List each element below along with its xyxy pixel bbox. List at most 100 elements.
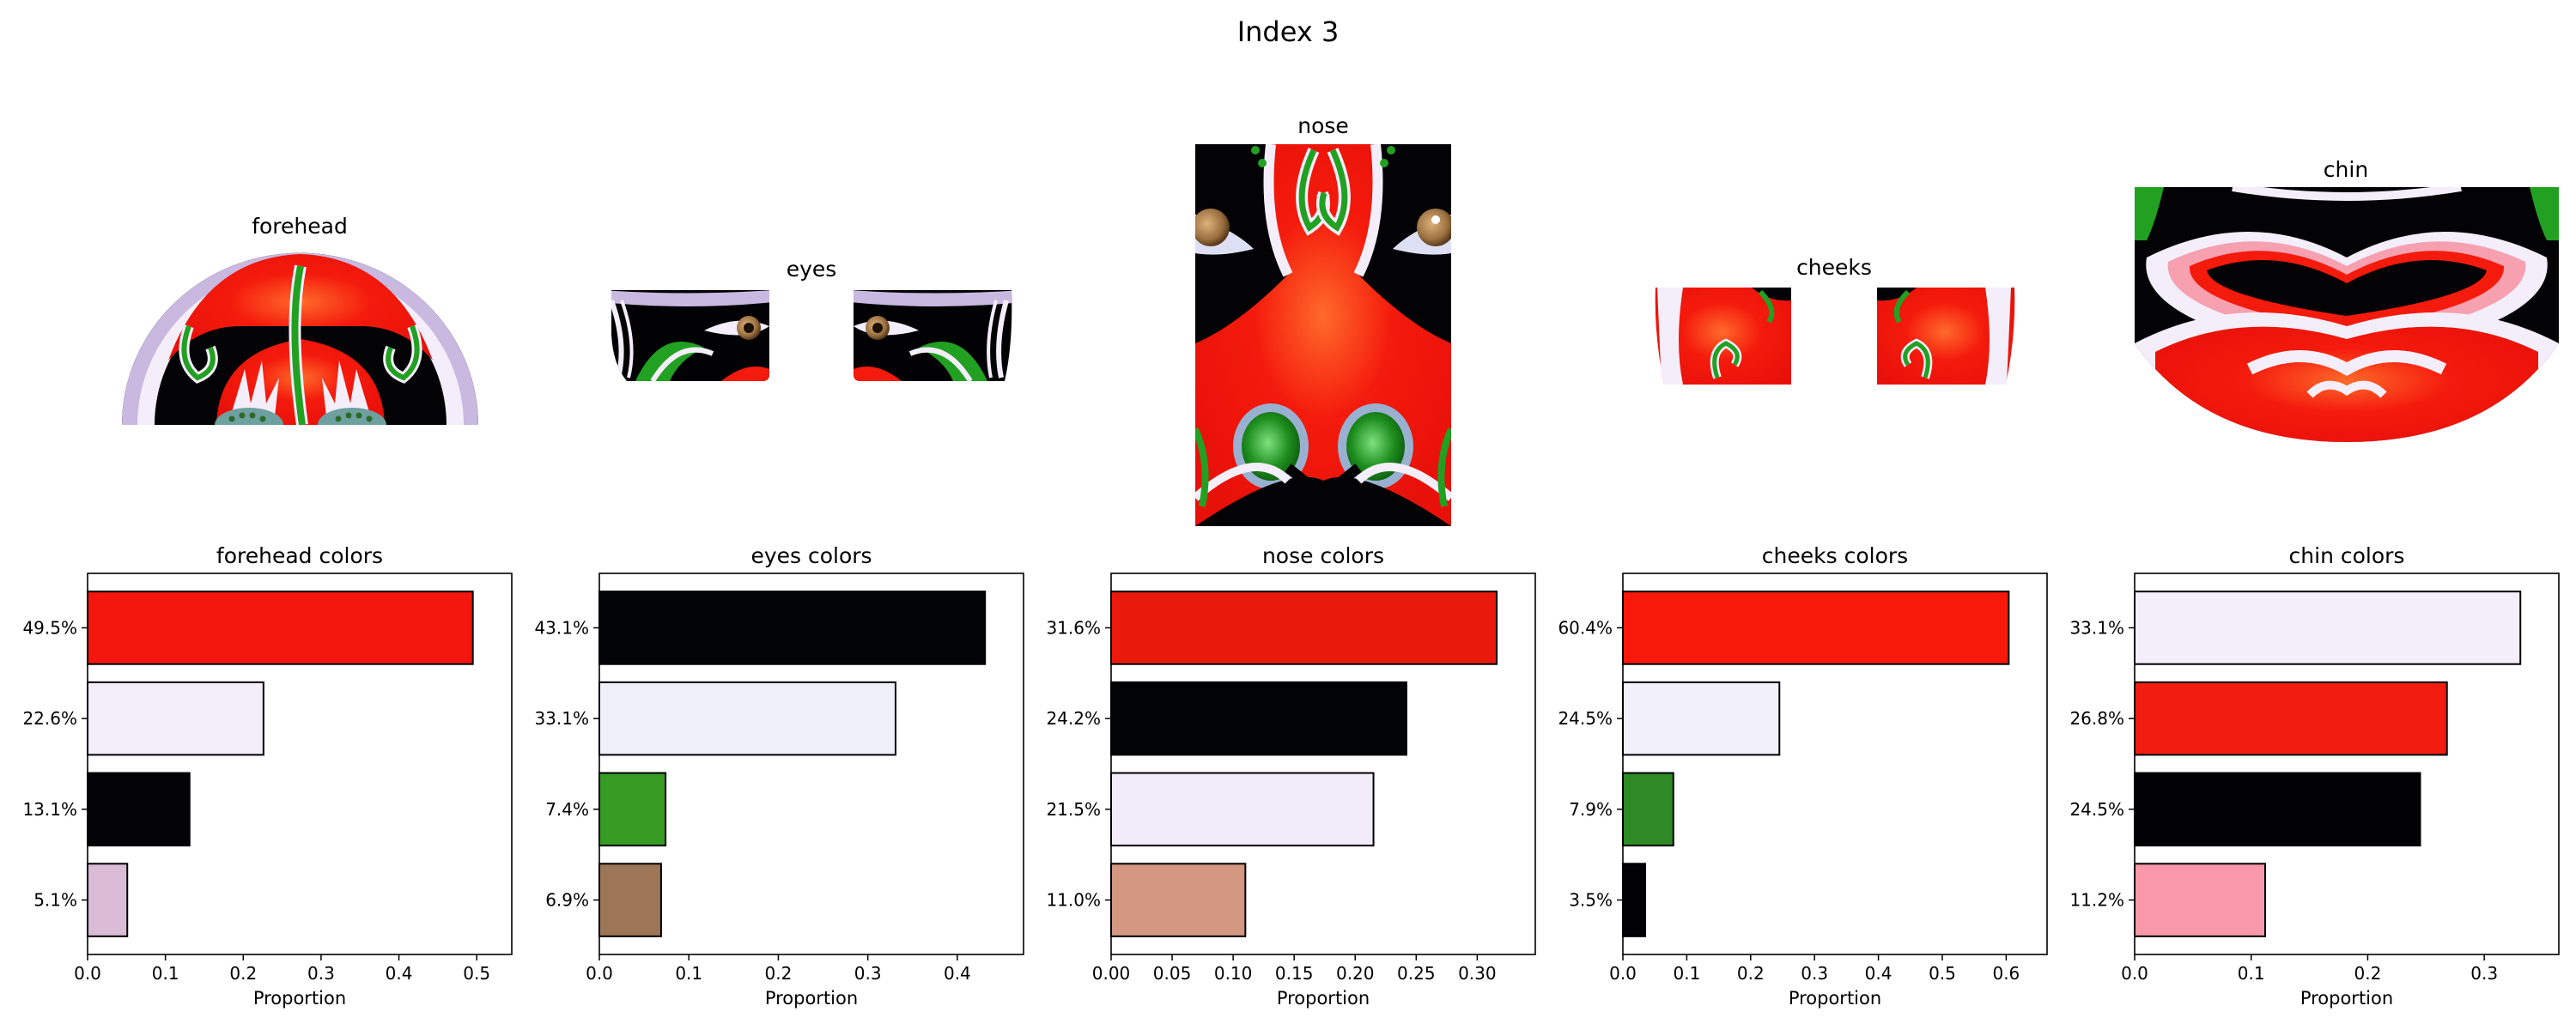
x-tick-label: 0.1 — [152, 963, 179, 984]
y-tick-label: 24.2% — [1046, 708, 1101, 729]
y-tick-label: 11.2% — [2069, 890, 2124, 911]
bar — [598, 681, 896, 756]
x-tick-label: 0.3 — [1801, 963, 1828, 984]
bar — [1622, 681, 1781, 756]
x-tick-label: 0.3 — [854, 963, 882, 984]
x-tick-label: 0.6 — [1992, 963, 2020, 984]
x-tick-label: 0.5 — [463, 963, 490, 984]
x-tick-label: 0.05 — [1153, 963, 1192, 984]
y-tick-label: 31.6% — [1046, 617, 1101, 638]
x-tick-label: 0.2 — [1737, 963, 1765, 984]
x-tick-label: 0.00 — [1092, 963, 1131, 984]
eyes-image-left — [611, 290, 769, 381]
forehead-image — [122, 252, 478, 425]
y-tick-label: 7.9% — [1569, 799, 1613, 820]
bar — [2134, 681, 2448, 756]
x-axis-label: Proportion — [253, 988, 346, 1009]
bar — [1110, 772, 1375, 847]
x-tick-label: 0.1 — [1673, 963, 1700, 984]
axes-frame — [1622, 573, 2048, 955]
y-tick-label: 43.1% — [534, 617, 589, 638]
cheeks-image-right — [1877, 288, 2015, 385]
x-tick-label: 0.3 — [307, 963, 335, 984]
bar-chart-2: 31.6% 24.2% 21.5% 11.0% 0.00 0.05 0.10 0.15 0.20… — [1046, 543, 1536, 1009]
x-axis-label: Proportion — [1789, 988, 1881, 1009]
x-tick-label: 0.2 — [229, 963, 257, 984]
region-title-eyes: eyes — [787, 257, 837, 282]
y-tick-label: 49.5% — [22, 617, 77, 638]
bar-chart-4: 33.1% 26.8% 24.5% 11.2% 0.0 0.1 0.2 0.3 chin col… — [2069, 543, 2560, 1009]
region-title-chin: chin — [2324, 157, 2368, 182]
cheeks-image-left — [1655, 288, 1791, 385]
y-tick-label: 33.1% — [2069, 617, 2124, 638]
y-tick-label: 26.8% — [2069, 708, 2124, 729]
y-tick-label: 6.9% — [545, 890, 589, 911]
bar — [2134, 772, 2421, 847]
x-tick-label: 0.3 — [2470, 963, 2498, 984]
bar — [1110, 681, 1407, 756]
chart-title: nose colors — [1262, 543, 1384, 568]
x-axis-label: Proportion — [2300, 988, 2393, 1009]
x-tick-label: 0.0 — [2121, 963, 2148, 984]
x-tick-label: 0.4 — [944, 963, 971, 984]
x-tick-label: 0.30 — [1458, 963, 1497, 984]
chart-title: forehead colors — [216, 543, 383, 568]
y-tick-label: 60.4% — [1558, 617, 1613, 638]
bar — [2134, 863, 2266, 937]
bar — [87, 681, 264, 756]
figure-title: Index 3 — [1237, 15, 1340, 48]
y-tick-label: 5.1% — [33, 890, 77, 911]
x-axis-label: Proportion — [1277, 988, 1370, 1009]
y-tick-label: 22.6% — [22, 708, 77, 729]
x-tick-label: 0.20 — [1336, 963, 1375, 984]
bar — [87, 591, 474, 665]
bar — [598, 772, 667, 847]
chart-title: cheeks colors — [1762, 543, 1908, 568]
x-tick-label: 0.2 — [765, 963, 793, 984]
region-title-cheeks: cheeks — [1796, 255, 1872, 280]
y-tick-label: 21.5% — [1046, 799, 1101, 820]
x-tick-label: 0.0 — [586, 963, 613, 984]
y-tick-label: 3.5% — [1569, 890, 1613, 911]
bar — [598, 863, 662, 937]
bar — [1622, 591, 2010, 665]
x-tick-label: 0.1 — [2238, 963, 2265, 984]
region-title-nose: nose — [1297, 113, 1349, 138]
bar — [598, 591, 987, 665]
bar — [87, 772, 191, 847]
bar-chart-0: 49.5% 22.6% 13.1% 5.1% 0.0 0.1 0.2 0.3 0.4 0.5 for… — [22, 543, 513, 1009]
x-tick-label: 0.25 — [1397, 963, 1436, 984]
region-title-forehead: forehead — [252, 214, 348, 239]
x-tick-label: 0.2 — [2354, 963, 2382, 984]
bar — [1110, 863, 1247, 937]
axes-frame — [598, 573, 1024, 955]
axes-frame — [2134, 573, 2560, 955]
y-tick-label: 33.1% — [534, 708, 589, 729]
bar — [1622, 772, 1674, 847]
x-tick-label: 0.15 — [1275, 963, 1314, 984]
bar — [2134, 591, 2522, 665]
y-tick-label: 11.0% — [1046, 890, 1101, 911]
x-tick-label: 0.10 — [1214, 963, 1253, 984]
x-tick-label: 0.4 — [1865, 963, 1893, 984]
chin-image — [2135, 187, 2559, 442]
y-tick-label: 13.1% — [22, 799, 77, 820]
x-tick-label: 0.5 — [1929, 963, 1956, 984]
y-tick-label: 7.4% — [545, 799, 589, 820]
bar-chart-3: 60.4% 24.5% 7.9% 3.5% 0.0 0.1 0.2 0.3 0.4 0.5 0.6 c… — [1558, 543, 2048, 1009]
nose-image — [1195, 144, 1451, 526]
chart-title: chin colors — [2289, 543, 2405, 568]
axes-frame — [87, 573, 513, 955]
bar — [1110, 591, 1498, 665]
x-tick-label: 0.0 — [74, 963, 101, 984]
y-tick-label: 24.5% — [2069, 799, 2124, 820]
y-tick-label: 24.5% — [1558, 708, 1613, 729]
x-axis-label: Proportion — [765, 988, 858, 1009]
axes-frame — [1110, 573, 1536, 955]
x-tick-label: 0.1 — [675, 963, 702, 984]
bar-chart-1: 43.1% 33.1% 7.4% 6.9% 0.0 0.1 0.2 0.3 0.4 eyes co… — [534, 543, 1024, 1009]
bar — [87, 863, 129, 937]
bar — [1622, 863, 1647, 937]
x-tick-label: 0.4 — [386, 963, 413, 984]
